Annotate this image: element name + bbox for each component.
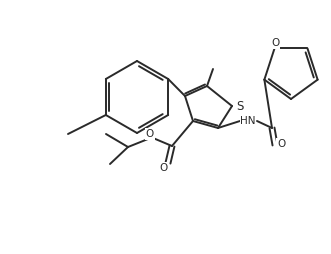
Text: S: S [236, 100, 244, 113]
Text: O: O [271, 38, 280, 48]
Text: O: O [277, 139, 285, 149]
Text: O: O [146, 129, 154, 139]
Text: O: O [160, 163, 168, 173]
Text: HN: HN [240, 116, 256, 126]
